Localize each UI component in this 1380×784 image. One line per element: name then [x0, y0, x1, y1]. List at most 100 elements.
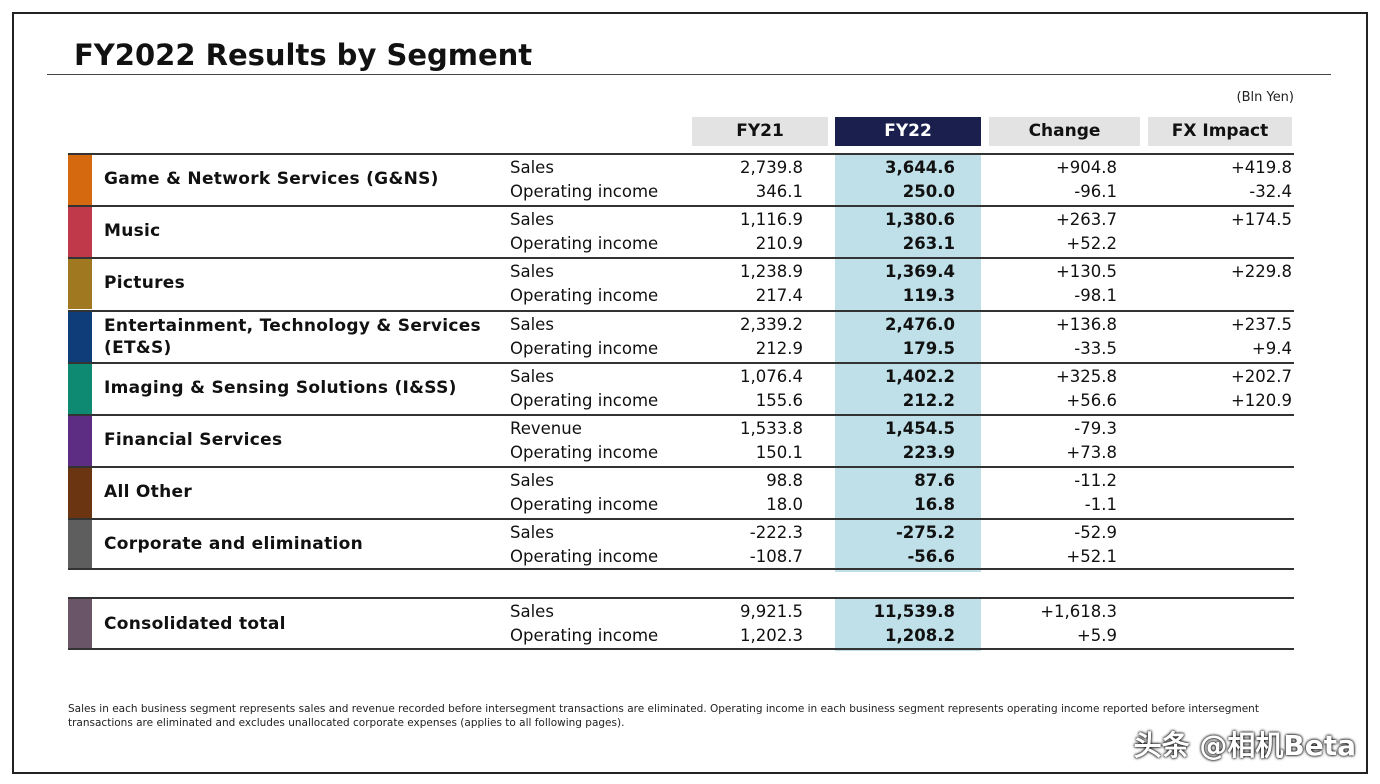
table-row: Operating income 346.1 250.0 -96.1 -32.4	[68, 179, 1294, 205]
fy21-value: 9,921.5	[740, 602, 803, 621]
change-value: -1.1	[1084, 495, 1117, 515]
fy22-value: 1,454.5	[885, 419, 955, 438]
fy22-value: -56.6	[907, 547, 955, 567]
change-value: +1,618.3	[1040, 602, 1117, 621]
segment-name: Entertainment, Technology & Services (ET…	[104, 315, 481, 358]
segment-name: Imaging & Sensing Solutions (I&SS)	[104, 377, 457, 398]
table-row: Operating income 210.9 263.1 +52.2	[68, 231, 1294, 257]
metric-label: Sales	[510, 158, 554, 177]
fy21-value: -108.7	[749, 547, 803, 567]
fx-impact-value: +9.4	[1251, 338, 1292, 358]
fy22-value: 1,369.4	[885, 262, 955, 282]
segment-block: Consolidated total Sales 9,921.5 11,539.8 +1…	[68, 597, 1294, 650]
change-value: +263.7	[1055, 210, 1117, 230]
fx-impact-value: +229.8	[1230, 262, 1292, 282]
segment-block: Entertainment, Technology & Services (ET…	[68, 309, 1294, 362]
table-row: Operating income 1,202.3 1,208.2 +5.9	[68, 623, 1294, 649]
fy22-value: 250.0	[902, 182, 955, 201]
change-value: +5.9	[1076, 626, 1117, 645]
fy22-value: 1,402.2	[885, 366, 955, 386]
change-value: +904.8	[1055, 158, 1117, 177]
segment-block: Imaging & Sensing Solutions (I&SS) Sales 1…	[68, 361, 1294, 414]
fx-impact-value: +419.8	[1230, 158, 1292, 177]
fy21-value: 210.9	[755, 234, 803, 254]
metric-label: Operating income	[510, 390, 659, 410]
segment-block: Financial Services Revenue 1,533.8 1,454.5 -…	[68, 414, 1294, 466]
metric-label: Sales	[510, 366, 554, 386]
table-row: Operating income 150.1 223.9 +73.8	[68, 440, 1294, 466]
change-value: +325.8	[1055, 366, 1117, 386]
header-fx-impact: FX Impact	[1148, 117, 1292, 146]
table-row: Sales 9,921.5 11,539.8 +1,618.3	[68, 599, 1294, 625]
fy21-value: 18.0	[766, 495, 803, 515]
change-value: +136.8	[1055, 314, 1117, 334]
fy22-value: 1,208.2	[885, 626, 955, 645]
segment-color-bar	[68, 207, 92, 258]
fy22-value: 3,644.6	[885, 158, 955, 177]
segment-color-bar	[68, 259, 92, 310]
metric-label: Operating income	[510, 286, 659, 306]
change-value: -98.1	[1074, 286, 1117, 306]
header-fy21: FY21	[692, 117, 828, 146]
metric-label: Operating income	[510, 626, 659, 645]
change-value: -52.9	[1074, 523, 1117, 543]
metric-label: Sales	[510, 602, 554, 621]
segment-color-bar	[68, 311, 92, 362]
segment-name: Financial Services	[104, 430, 283, 450]
metric-label: Sales	[510, 523, 554, 543]
table-row: Sales 2,739.8 3,644.6 +904.8 +419.8	[68, 155, 1294, 181]
fy21-value: 1,116.9	[740, 210, 803, 230]
segment-color-bar	[68, 520, 92, 569]
metric-label: Revenue	[510, 419, 582, 438]
segment-name: Corporate and elimination	[104, 534, 364, 555]
fy22-value: 2,476.0	[885, 314, 955, 334]
footnote: Sales in each business segment represent…	[68, 703, 1259, 729]
fy21-value: 155.6	[755, 390, 803, 410]
segment-block: Game & Network Services (G&NS) Sales 2,739…	[68, 153, 1294, 205]
segment-name: Pictures	[104, 273, 186, 294]
segment-name: Consolidated total	[104, 613, 286, 634]
fy22-value: 212.2	[902, 390, 955, 410]
fy22-highlight-total	[835, 597, 981, 651]
fy22-value: 179.5	[902, 338, 955, 358]
change-value: -33.5	[1074, 338, 1117, 358]
fy22-value: 87.6	[914, 471, 955, 491]
change-value: +52.1	[1066, 547, 1117, 567]
change-value: -96.1	[1074, 182, 1117, 201]
segment-name: Game & Network Services (G&NS)	[104, 169, 439, 189]
table-row: Operating income 217.4 119.3 -98.1	[68, 283, 1294, 309]
table-row: Revenue 1,533.8 1,454.5 -79.3	[68, 416, 1294, 442]
fy22-value: 11,539.8	[873, 602, 955, 621]
unit-label: (Bln Yen)	[1236, 90, 1295, 105]
metric-label: Sales	[510, 262, 554, 282]
fy21-value: -222.3	[749, 523, 803, 543]
change-value: +73.8	[1066, 443, 1117, 462]
segment-name: All Other	[104, 482, 193, 503]
header-change: Change	[989, 117, 1140, 146]
fy22-value: 119.3	[902, 286, 955, 306]
metric-label: Sales	[510, 314, 554, 334]
title-divider	[47, 74, 1331, 75]
segment-color-bar	[68, 599, 92, 648]
segment-color-bar	[68, 155, 92, 205]
segment-color-bar	[68, 468, 92, 519]
fy21-value: 1,238.9	[740, 262, 803, 282]
fx-impact-value: +174.5	[1230, 210, 1292, 230]
fy22-value: 263.1	[902, 234, 955, 254]
fx-impact-value: +237.5	[1230, 314, 1292, 334]
page-title: FY2022 Results by Segment	[74, 38, 533, 72]
segment-block: Pictures Sales 1,238.9 1,369.4 +130.5 +229.8 O…	[68, 257, 1294, 310]
segment-color-bar	[68, 363, 92, 414]
change-value: +56.6	[1066, 390, 1117, 410]
fx-impact-value: +202.7	[1230, 366, 1292, 386]
table-row: Operating income 18.0 16.8 -1.1	[68, 492, 1294, 518]
fy21-value: 1,076.4	[740, 366, 803, 386]
metric-label: Operating income	[510, 547, 659, 567]
table-row: Sales 2,339.2 2,476.0 +136.8 +237.5	[68, 312, 1294, 338]
metric-label: Operating income	[510, 495, 659, 515]
metric-label: Operating income	[510, 338, 659, 358]
change-value: +52.2	[1066, 234, 1117, 254]
segment-color-bar	[68, 416, 92, 466]
fy21-value: 217.4	[755, 286, 803, 306]
fy22-value: -275.2	[895, 523, 955, 543]
